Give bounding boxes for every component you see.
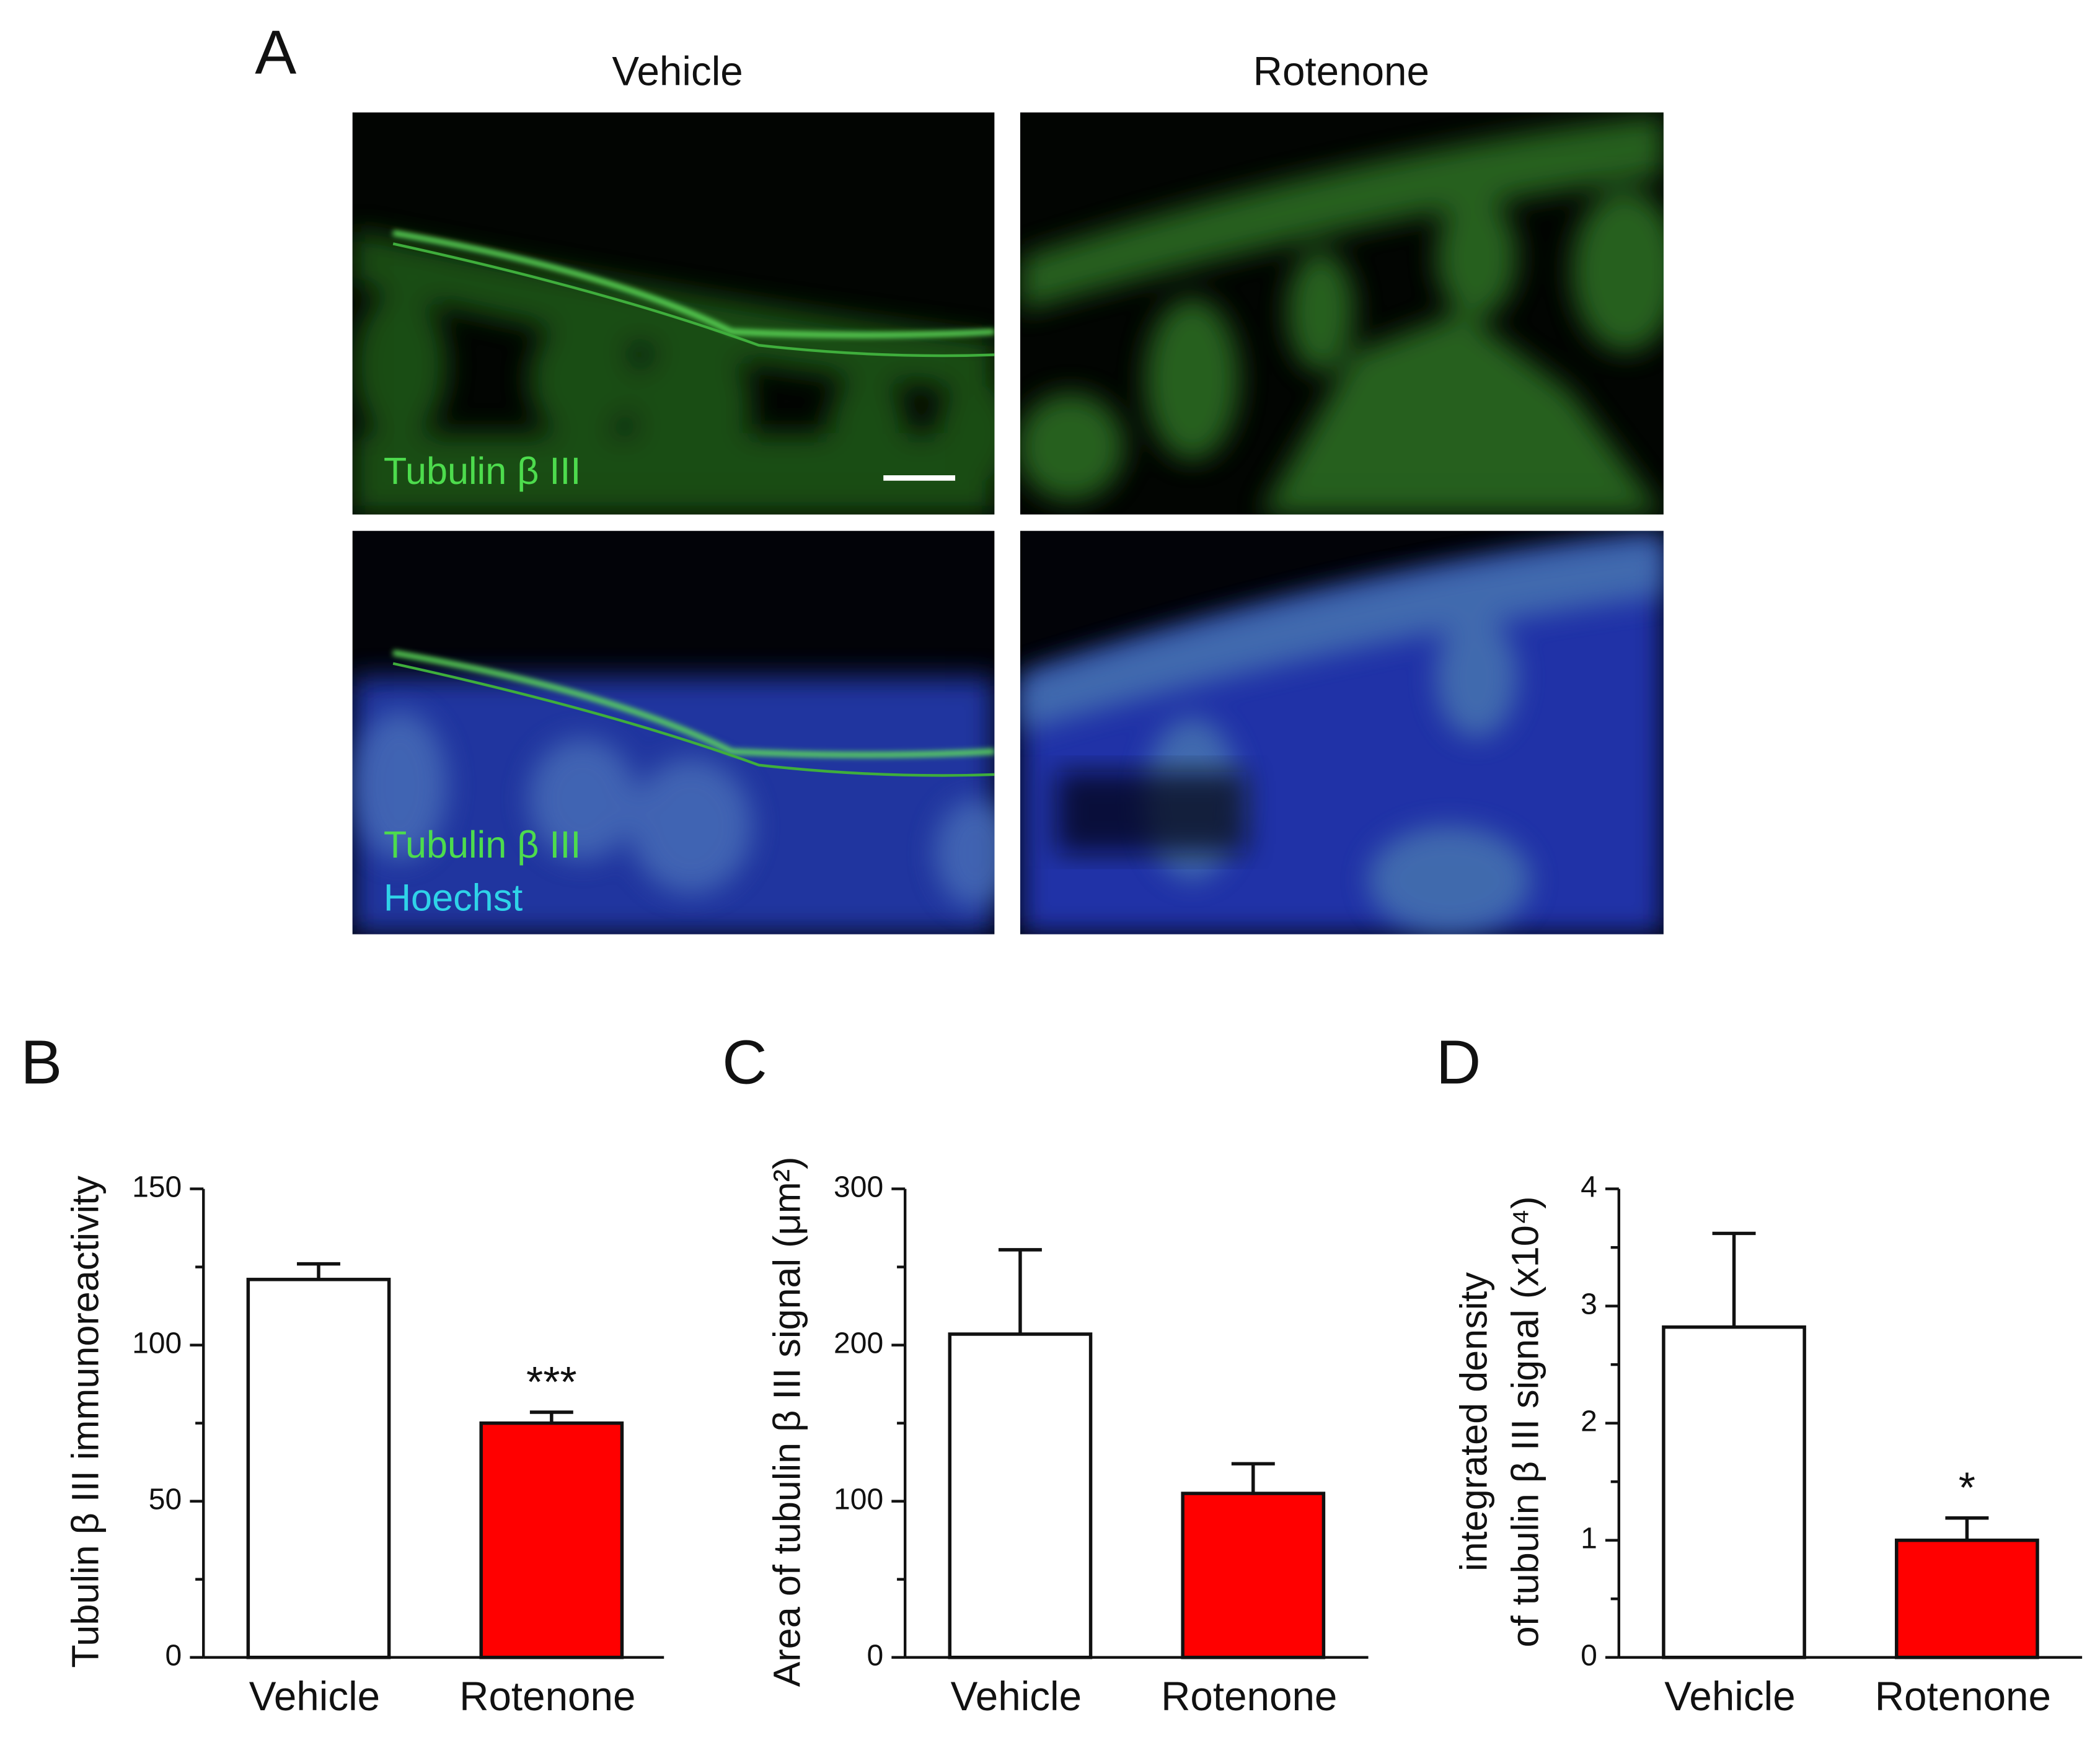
x-tick-label: Rotenone bbox=[1875, 1674, 2051, 1719]
significance-marker: *** bbox=[526, 1358, 577, 1406]
y-tick-label: 200 bbox=[834, 1326, 883, 1360]
bar bbox=[948, 1332, 1093, 1659]
y-tick-label: 4 bbox=[1581, 1170, 1597, 1203]
bar bbox=[1181, 1492, 1326, 1659]
micrograph bbox=[1020, 530, 1664, 934]
micrograph bbox=[1020, 112, 1664, 515]
y-tick-label: 1 bbox=[1581, 1521, 1597, 1555]
y-tick-label: 0 bbox=[867, 1638, 883, 1672]
y-axis-label: of tubulin β III signal (x10⁴) bbox=[1504, 1197, 1546, 1648]
x-tick-label: Rotenone bbox=[459, 1674, 635, 1719]
x-tick-label: Vehicle bbox=[1664, 1674, 1795, 1719]
y-tick-label: 300 bbox=[834, 1170, 883, 1203]
micrograph bbox=[352, 112, 995, 515]
bar bbox=[1895, 1538, 2039, 1659]
y-axis-label: Area of tubulin β III signal (μm²) bbox=[766, 1157, 808, 1687]
panel-label: D bbox=[1436, 1027, 1481, 1097]
column-title: Vehicle bbox=[612, 48, 743, 94]
bar bbox=[479, 1421, 624, 1659]
y-tick-label: 100 bbox=[132, 1326, 182, 1360]
x-tick-label: Vehicle bbox=[249, 1674, 380, 1719]
panel-label: C bbox=[722, 1027, 767, 1097]
y-tick-label: 150 bbox=[132, 1170, 182, 1203]
panel-label: A bbox=[255, 17, 296, 87]
x-tick-label: Rotenone bbox=[1161, 1674, 1337, 1719]
bar bbox=[246, 1278, 391, 1659]
y-tick-label: 2 bbox=[1581, 1404, 1597, 1438]
micrograph bbox=[352, 530, 995, 934]
y-tick-label: 0 bbox=[165, 1638, 182, 1672]
stain-label: Tubulin β III bbox=[384, 450, 581, 492]
y-tick-label: 3 bbox=[1581, 1287, 1597, 1320]
significance-marker: * bbox=[1959, 1464, 1975, 1512]
bar bbox=[1662, 1325, 1806, 1659]
y-axis-label: integrated density bbox=[1452, 1272, 1494, 1571]
column-title: Rotenone bbox=[1253, 48, 1429, 94]
y-tick-label: 50 bbox=[149, 1482, 182, 1516]
y-tick-label: 0 bbox=[1581, 1638, 1597, 1672]
panel-label: B bbox=[20, 1027, 62, 1097]
y-tick-label: 100 bbox=[834, 1482, 883, 1516]
stain-label: Tubulin β III bbox=[384, 824, 581, 866]
stain-label: Hoechst bbox=[384, 876, 523, 918]
y-axis-label: Tubulin β III immunoreactivity bbox=[64, 1175, 107, 1668]
x-tick-label: Vehicle bbox=[951, 1674, 1082, 1719]
